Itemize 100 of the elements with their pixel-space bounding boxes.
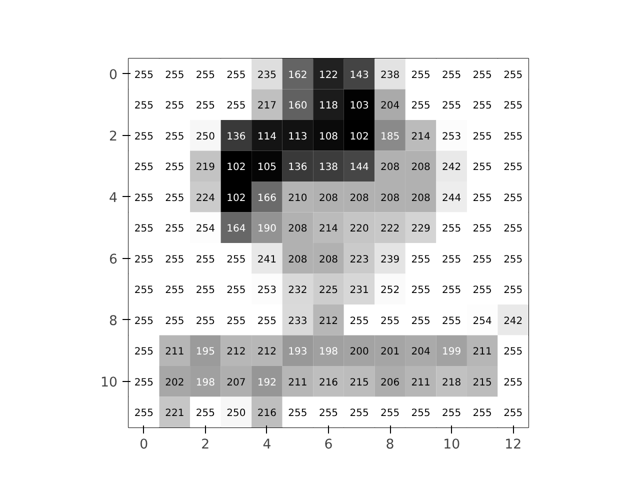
x-tick-label: 8 — [386, 438, 394, 452]
data-label: 190 — [257, 224, 277, 235]
data-label: 185 — [380, 131, 400, 142]
data-label: 255 — [411, 70, 430, 81]
data-label: 204 — [380, 100, 400, 112]
data-label: 212 — [257, 346, 277, 358]
data-label: 113 — [288, 131, 308, 142]
data-label: 255 — [196, 408, 215, 420]
data-label: 255 — [196, 285, 215, 296]
data-label: 255 — [134, 70, 154, 81]
data-label: 255 — [504, 70, 523, 81]
data-label: 208 — [288, 254, 308, 266]
data-label: 255 — [411, 100, 430, 112]
data-label: 255 — [165, 162, 184, 174]
data-label: 255 — [226, 254, 246, 266]
data-label: 102 — [350, 131, 369, 142]
data-label: 255 — [472, 162, 492, 174]
data-label: 254 — [472, 316, 492, 327]
data-label: 255 — [318, 408, 338, 420]
data-label: 255 — [350, 408, 369, 420]
data-label: 255 — [196, 316, 215, 327]
data-label: 255 — [288, 408, 308, 420]
data-label: 255 — [504, 131, 523, 142]
data-label: 255 — [165, 254, 184, 266]
data-label: 214 — [411, 131, 430, 142]
data-label: 208 — [318, 254, 338, 266]
data-label: 198 — [196, 377, 215, 388]
data-label: 198 — [318, 346, 338, 358]
data-label: 255 — [504, 100, 523, 112]
data-label: 218 — [442, 377, 462, 388]
data-label: 255 — [504, 162, 523, 174]
y-tick-label: 6 — [109, 252, 118, 268]
data-label: 219 — [196, 162, 215, 174]
data-label: 255 — [504, 377, 523, 388]
data-label: 144 — [350, 162, 369, 174]
data-label: 105 — [257, 162, 277, 174]
data-label: 114 — [257, 131, 277, 142]
data-label: 255 — [442, 408, 462, 420]
data-label: 255 — [504, 192, 523, 204]
data-label: 220 — [350, 224, 369, 235]
data-label: 238 — [380, 70, 400, 81]
x-tick-label: 0 — [140, 438, 148, 452]
data-label: 221 — [165, 408, 184, 420]
data-label: 255 — [411, 285, 430, 296]
data-label: 255 — [196, 254, 215, 266]
data-label: 255 — [472, 131, 492, 142]
data-label: 211 — [411, 377, 430, 388]
data-label: 231 — [350, 285, 369, 296]
data-label: 255 — [411, 408, 430, 420]
data-label: 162 — [288, 70, 308, 81]
data-label: 164 — [226, 224, 246, 235]
data-label: 250 — [196, 131, 215, 142]
data-label: 255 — [134, 346, 154, 358]
data-label: 255 — [504, 285, 523, 296]
data-label: 255 — [411, 254, 430, 266]
data-label: 255 — [380, 316, 400, 327]
data-label: 108 — [318, 131, 338, 142]
data-label: 208 — [380, 192, 400, 204]
data-label: 253 — [442, 131, 462, 142]
data-label: 255 — [411, 316, 430, 327]
data-label: 255 — [504, 224, 523, 235]
x-tick-label: 12 — [504, 438, 522, 452]
data-label: 255 — [472, 285, 492, 296]
data-label: 102 — [226, 162, 246, 174]
data-label: 255 — [226, 285, 246, 296]
data-label: 195 — [196, 346, 215, 358]
data-label: 242 — [504, 316, 523, 327]
data-label: 201 — [380, 346, 400, 358]
y-tick-label: 10 — [100, 375, 118, 390]
data-label: 255 — [350, 316, 369, 327]
data-label: 223 — [350, 254, 369, 266]
y-tick-label: 4 — [109, 190, 118, 206]
data-label: 255 — [504, 408, 523, 420]
data-label: 211 — [165, 346, 184, 358]
data-label: 136 — [226, 131, 246, 142]
data-label: 255 — [134, 192, 154, 204]
data-label: 200 — [350, 346, 369, 358]
data-label: 255 — [472, 408, 492, 420]
data-label: 255 — [165, 224, 184, 235]
data-label: 255 — [134, 285, 154, 296]
data-label: 255 — [134, 224, 154, 235]
data-label: 193 — [288, 346, 308, 358]
data-label: 255 — [226, 100, 246, 112]
data-label: 211 — [288, 377, 308, 388]
data-label: 210 — [288, 192, 308, 204]
data-label: 255 — [165, 316, 184, 327]
data-label: 255 — [442, 100, 462, 112]
data-label: 255 — [472, 70, 492, 81]
data-label: 255 — [134, 162, 154, 174]
data-label: 217 — [257, 100, 277, 112]
data-label: 136 — [288, 162, 308, 174]
data-label: 214 — [318, 224, 338, 235]
data-label: 255 — [380, 408, 400, 420]
data-label: 199 — [442, 346, 462, 358]
data-label: 208 — [288, 224, 308, 235]
data-label: 208 — [411, 192, 430, 204]
y-tick-label: 8 — [109, 314, 118, 329]
data-label: 252 — [380, 285, 400, 296]
data-label: 232 — [288, 285, 308, 296]
x-tick-label: 10 — [443, 438, 460, 452]
